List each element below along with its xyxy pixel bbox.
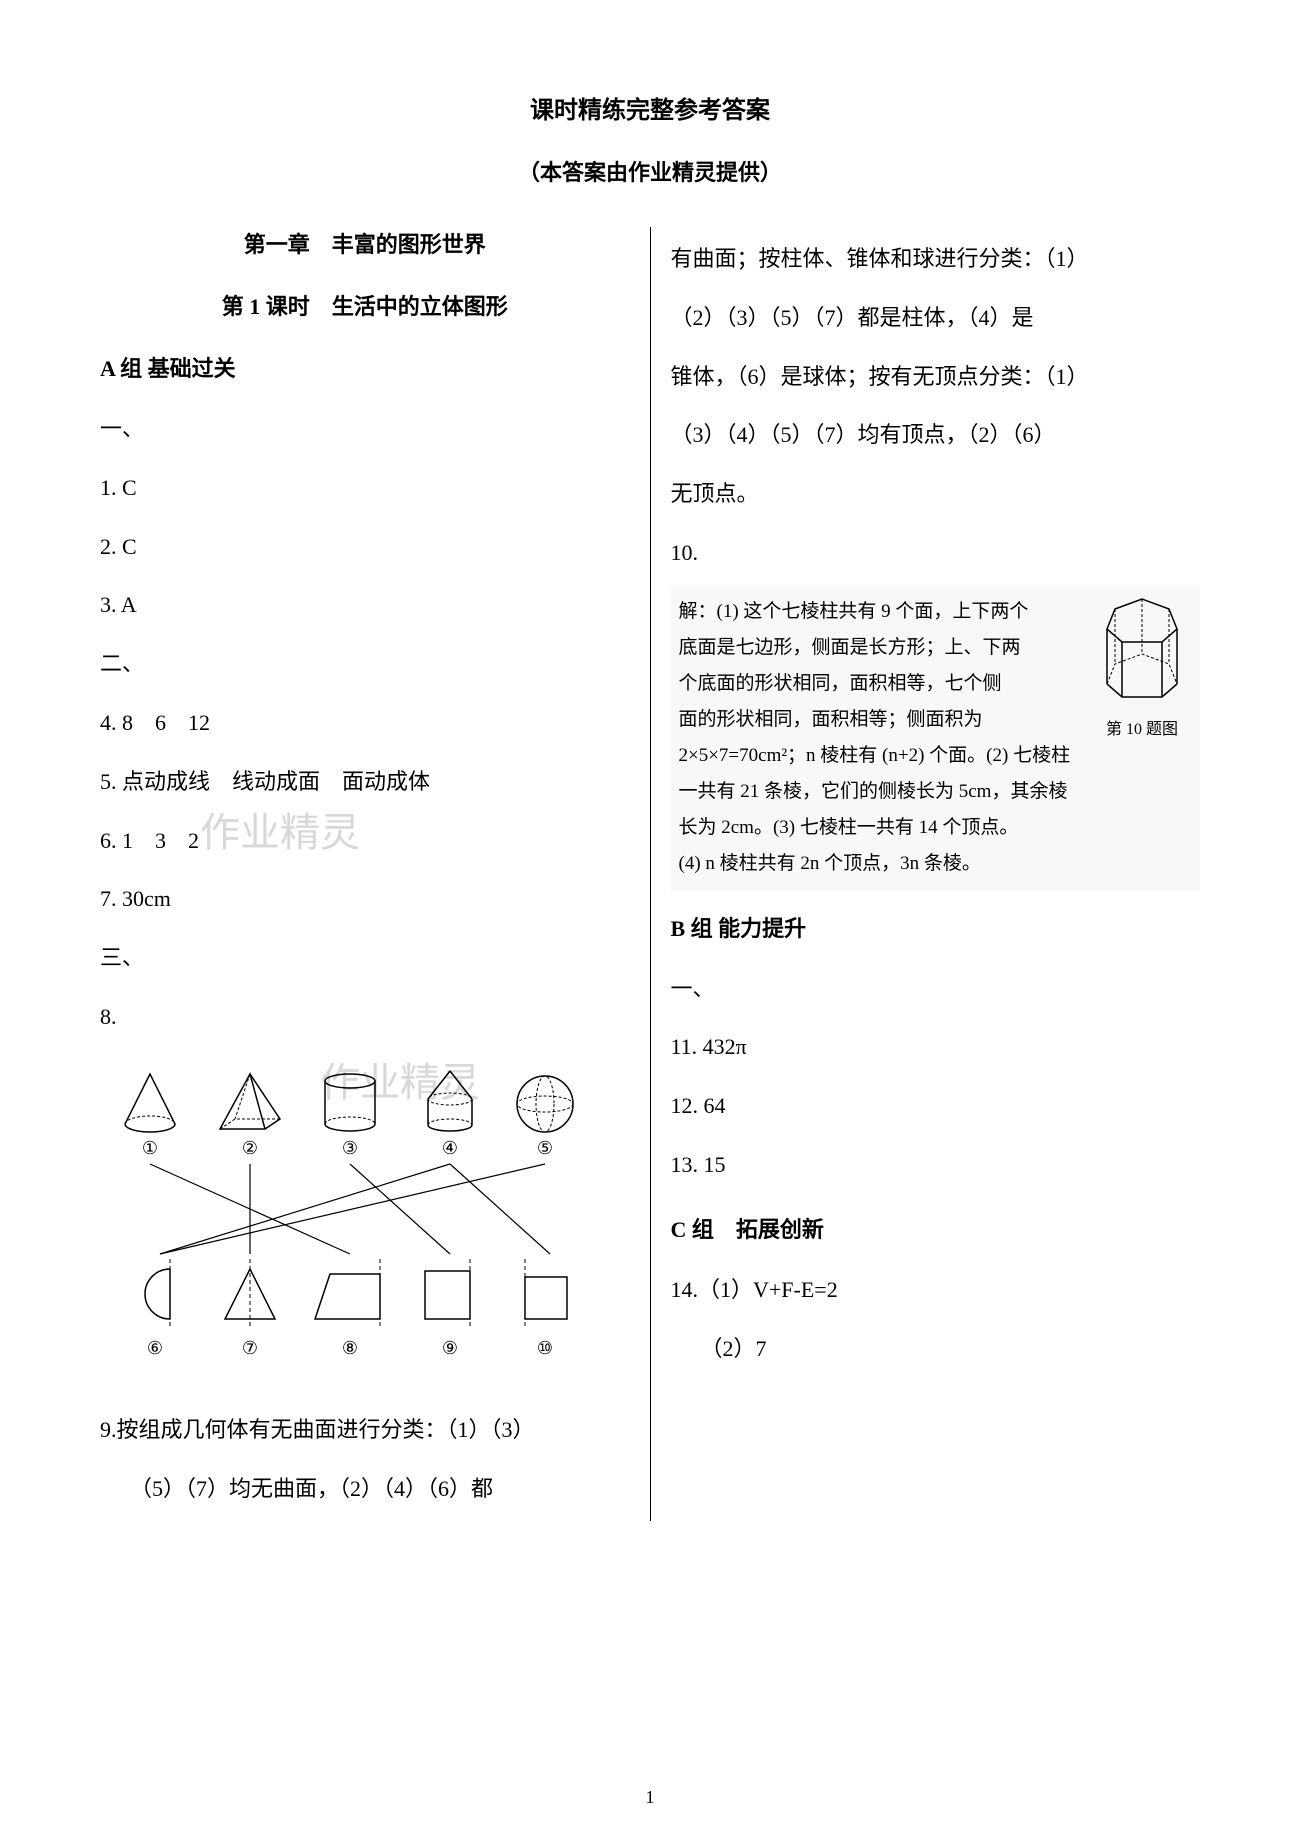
solution-text: 解：(1) 这个七棱柱共有 9 个面，上下两个 底面是七边形，侧面是长方形；上、… [679,594,1083,883]
label-3: ③ [342,1138,358,1158]
solution-figure: 第 10 题图 [1092,594,1192,883]
answer-6: 6. 1 3 2 [100,815,630,868]
triangle-icon [225,1259,275,1329]
answer-2: 2. C [100,521,630,574]
page-number: 1 [646,1787,655,1808]
sol-line6: 一共有 21 条棱，它们的侧棱长为 5cm，其余棱 [679,774,1083,810]
sol-line8: (4) n 棱柱共有 2n 个顶点，3n 条棱。 [679,846,1083,882]
section-3: 三、 [100,932,630,985]
label-5: ⑤ [537,1138,553,1158]
square-icon [525,1259,567,1329]
trapezoid-icon [315,1259,380,1329]
answer-12: 12. 64 [671,1080,1201,1133]
sol-line5: 2×5×7=70cm²；n 棱柱有 (n+2) 个面。(2) 七棱柱 [679,738,1083,774]
label-2: ② [242,1138,258,1158]
cone-cylinder-icon [428,1071,472,1131]
label-7: ⑦ [242,1338,258,1358]
sol-line7: 长为 2cm。(3) 七棱柱一共有 14 个顶点。 [679,810,1083,846]
answer-10: 10. [671,527,1201,580]
label-8: ⑧ [342,1338,358,1358]
cont-5: 无顶点。 [671,468,1201,521]
cylinder-icon [325,1074,375,1131]
fig-caption: 第 10 题图 [1092,715,1192,745]
label-9: ⑨ [442,1338,458,1358]
sol-line2: 底面是七边形，侧面是长方形；上、下两 [679,630,1083,666]
sol-line4: 面的形状相同，面积相等；侧面积为 [679,702,1083,738]
answer-8: 8. [100,991,630,1044]
right-column: 有曲面；按柱体、锥体和球进行分类：（1） （2）（3）（5）（7）都是柱体，（4… [651,227,1221,1521]
page-subtitle: （本答案由作业精灵提供） [80,155,1220,187]
group-c-title: C 组 拓展创新 [671,1212,1201,1244]
chapter-title: 第一章 丰富的图形世界 [100,227,630,259]
label-6: ⑥ [147,1338,163,1358]
section-b1: 一、 [671,963,1201,1016]
left-column: 第一章 丰富的图形世界 第 1 课时 生活中的立体图形 A 组 基础过关 一、 … [80,227,651,1521]
sol-line1: 解：(1) 这个七棱柱共有 9 个面，上下两个 [679,594,1083,630]
semicircle-icon [145,1259,170,1329]
answer-9a: 9.按组成几何体有无曲面进行分类：（1）（3） [100,1404,630,1457]
section-1: 一、 [100,403,630,456]
group-b-title: B 组 能力提升 [671,911,1201,943]
answer-1: 1. C [100,462,630,515]
sol-line3: 个底面的形状相同，面积相等，七个侧 [679,666,1083,702]
answer-7: 7. 30cm [100,873,630,926]
cont-4: （3）（4）（5）（7）均有顶点，（2）（6） [671,409,1201,462]
answer-14b: （2）7 [671,1323,1201,1376]
matching-diagram: ① ② ③ ④ ⑤ [100,1059,630,1389]
cont-3: 锥体，（6）是球体；按有无顶点分类：（1） [671,351,1201,404]
group-a-title: A 组 基础过关 [100,351,630,383]
answer-14a: 14.（1）V+F-E=2 [671,1264,1201,1317]
label-10: ⑩ [537,1338,553,1358]
label-1: ① [142,1138,158,1158]
section-2: 二、 [100,638,630,691]
answer-13: 13. 15 [671,1139,1201,1192]
rectangle-icon [425,1259,470,1329]
heptagonal-prism-icon [1097,594,1187,704]
label-4: ④ [442,1138,458,1158]
sphere-icon [517,1076,573,1132]
lesson-title: 第 1 课时 生活中的立体图形 [100,289,630,321]
two-column-layout: 第一章 丰富的图形世界 第 1 课时 生活中的立体图形 A 组 基础过关 一、 … [80,227,1220,1521]
answer-4: 4. 8 6 12 [100,697,630,750]
cont-1: 有曲面；按柱体、锥体和球进行分类：（1） [671,233,1201,286]
answer-9b: （5）（7）均无曲面，（2）（4）（6）都 [100,1463,630,1516]
answer-11: 11. 432π [671,1021,1201,1074]
answer-3: 3. A [100,579,630,632]
answer-5: 5. 点动成线 线动成面 面动成体 [100,756,630,809]
page-title: 课时精练完整参考答案 [80,90,1220,125]
cont-2: （2）（3）（5）（7）都是柱体，（4）是 [671,292,1201,345]
solution-box: 解：(1) 这个七棱柱共有 9 个面，上下两个 底面是七边形，侧面是长方形；上、… [671,586,1201,891]
pyramid-icon [220,1074,280,1129]
cone-icon [125,1074,175,1132]
